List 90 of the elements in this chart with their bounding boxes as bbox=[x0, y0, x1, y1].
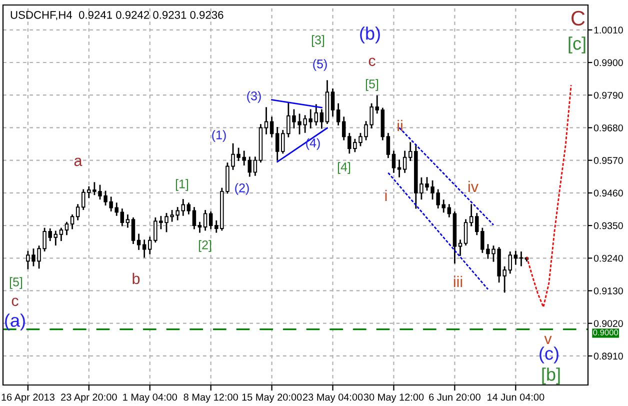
candlestick bbox=[81, 189, 86, 210]
y-tick-label: 0.9350 bbox=[594, 222, 623, 230]
candlestick bbox=[464, 219, 468, 246]
candlestick bbox=[59, 228, 64, 242]
x-tick-label: 6 Jun 20:00 bbox=[429, 394, 480, 401]
y-tick-label: 0.9240 bbox=[594, 254, 623, 262]
candlestick bbox=[181, 199, 185, 216]
candlestick bbox=[270, 116, 274, 138]
candlestick bbox=[186, 202, 191, 214]
y-tick-label: 1.0010 bbox=[594, 26, 623, 34]
candlestick bbox=[120, 208, 124, 226]
chart-title: USDCHF,H4 0.9241 0.9242 0.9231 0.9236 bbox=[10, 10, 224, 20]
candlestick bbox=[126, 214, 130, 228]
y-tick-label: 0.9130 bbox=[594, 287, 623, 294]
candlestick bbox=[475, 212, 479, 236]
candlestick bbox=[320, 109, 324, 129]
candlestick bbox=[275, 127, 280, 161]
candlestick bbox=[314, 104, 318, 126]
candlestick bbox=[131, 217, 136, 244]
x-tick-label: 23 May 04:00 bbox=[302, 394, 363, 403]
x-tick-label: 15 May 20:00 bbox=[242, 394, 302, 403]
annotation: [1] bbox=[176, 179, 188, 191]
annotation: (3) bbox=[247, 91, 261, 103]
x-tick-label: 30 May 12:00 bbox=[364, 394, 424, 403]
candlestick bbox=[64, 222, 69, 236]
annotation: [c] bbox=[568, 36, 586, 54]
candlestick bbox=[336, 103, 340, 126]
y-tick-label: 0.9570 bbox=[594, 157, 623, 164]
candlestick bbox=[253, 156, 258, 176]
x-tick-label: 16 Apr 2013 bbox=[2, 394, 54, 403]
annotation: [4] bbox=[338, 162, 350, 174]
annotation: (4) bbox=[306, 138, 320, 150]
candlestick bbox=[447, 204, 452, 218]
annotation: [b] bbox=[542, 368, 560, 384]
annotation: (2) bbox=[235, 183, 249, 195]
candlestick bbox=[136, 234, 141, 250]
y-tick-label: 0.9680 bbox=[594, 124, 623, 132]
candlestick bbox=[508, 252, 512, 274]
annotation: (1) bbox=[212, 130, 226, 142]
candlestick bbox=[198, 222, 202, 233]
candlestick bbox=[70, 214, 74, 230]
candlestick bbox=[408, 142, 412, 162]
candlestick bbox=[54, 230, 58, 246]
ref-line-label: 0.9000 bbox=[593, 329, 618, 336]
annotation: [2] bbox=[198, 240, 212, 252]
candlestick bbox=[397, 160, 402, 178]
annotation: v bbox=[544, 336, 552, 344]
annotation: iii bbox=[454, 276, 462, 287]
candlestick bbox=[386, 132, 390, 158]
candlestick bbox=[342, 116, 346, 140]
candlestick bbox=[402, 150, 407, 173]
y-tick-label: 0.9460 bbox=[594, 190, 623, 197]
candlestick bbox=[514, 250, 518, 265]
y-tick-label: 0.8910 bbox=[594, 352, 623, 360]
line-series bbox=[526, 84, 572, 308]
candlestick bbox=[248, 156, 252, 177]
candlestick bbox=[203, 210, 208, 231]
candlestick bbox=[148, 236, 152, 254]
annotation: ii bbox=[398, 120, 402, 131]
candlestick bbox=[208, 211, 213, 230]
candlestick bbox=[330, 88, 335, 117]
candlestick bbox=[392, 150, 396, 173]
text: [5] bbox=[10, 277, 22, 289]
candlestick bbox=[469, 204, 474, 226]
y-tick-label: 0.9790 bbox=[594, 92, 623, 99]
annotation: a bbox=[74, 158, 82, 166]
candlestick bbox=[192, 207, 196, 230]
candlestick bbox=[76, 204, 80, 220]
annotation: C bbox=[572, 10, 585, 26]
annotation: (c) bbox=[540, 346, 558, 364]
candlestick bbox=[142, 240, 146, 258]
y-tick-label: 0.9900 bbox=[594, 59, 623, 66]
candlestick bbox=[264, 107, 268, 134]
annotation: c bbox=[368, 58, 376, 66]
annotation: i bbox=[385, 190, 387, 201]
y-tick-label: 0.9020 bbox=[594, 320, 623, 327]
annotation: iv bbox=[468, 180, 478, 192]
x-tick-label: 23 Apr 20:00 bbox=[61, 394, 117, 403]
annotation: [3] bbox=[312, 35, 324, 47]
text: (a) bbox=[5, 314, 25, 330]
text: c bbox=[12, 298, 18, 306]
annotation: b bbox=[132, 272, 140, 284]
x-tick-label: 14 Jun 04:00 bbox=[488, 394, 544, 401]
annotation: (b) bbox=[360, 26, 380, 44]
x-tick-label: 1 May 04:00 bbox=[123, 394, 177, 403]
candlestick bbox=[519, 252, 524, 266]
annotation: [5] bbox=[366, 79, 378, 91]
annotation: (5) bbox=[313, 59, 327, 71]
candlestick bbox=[458, 240, 462, 256]
x-tick-label: 8 May 12:00 bbox=[184, 394, 238, 403]
